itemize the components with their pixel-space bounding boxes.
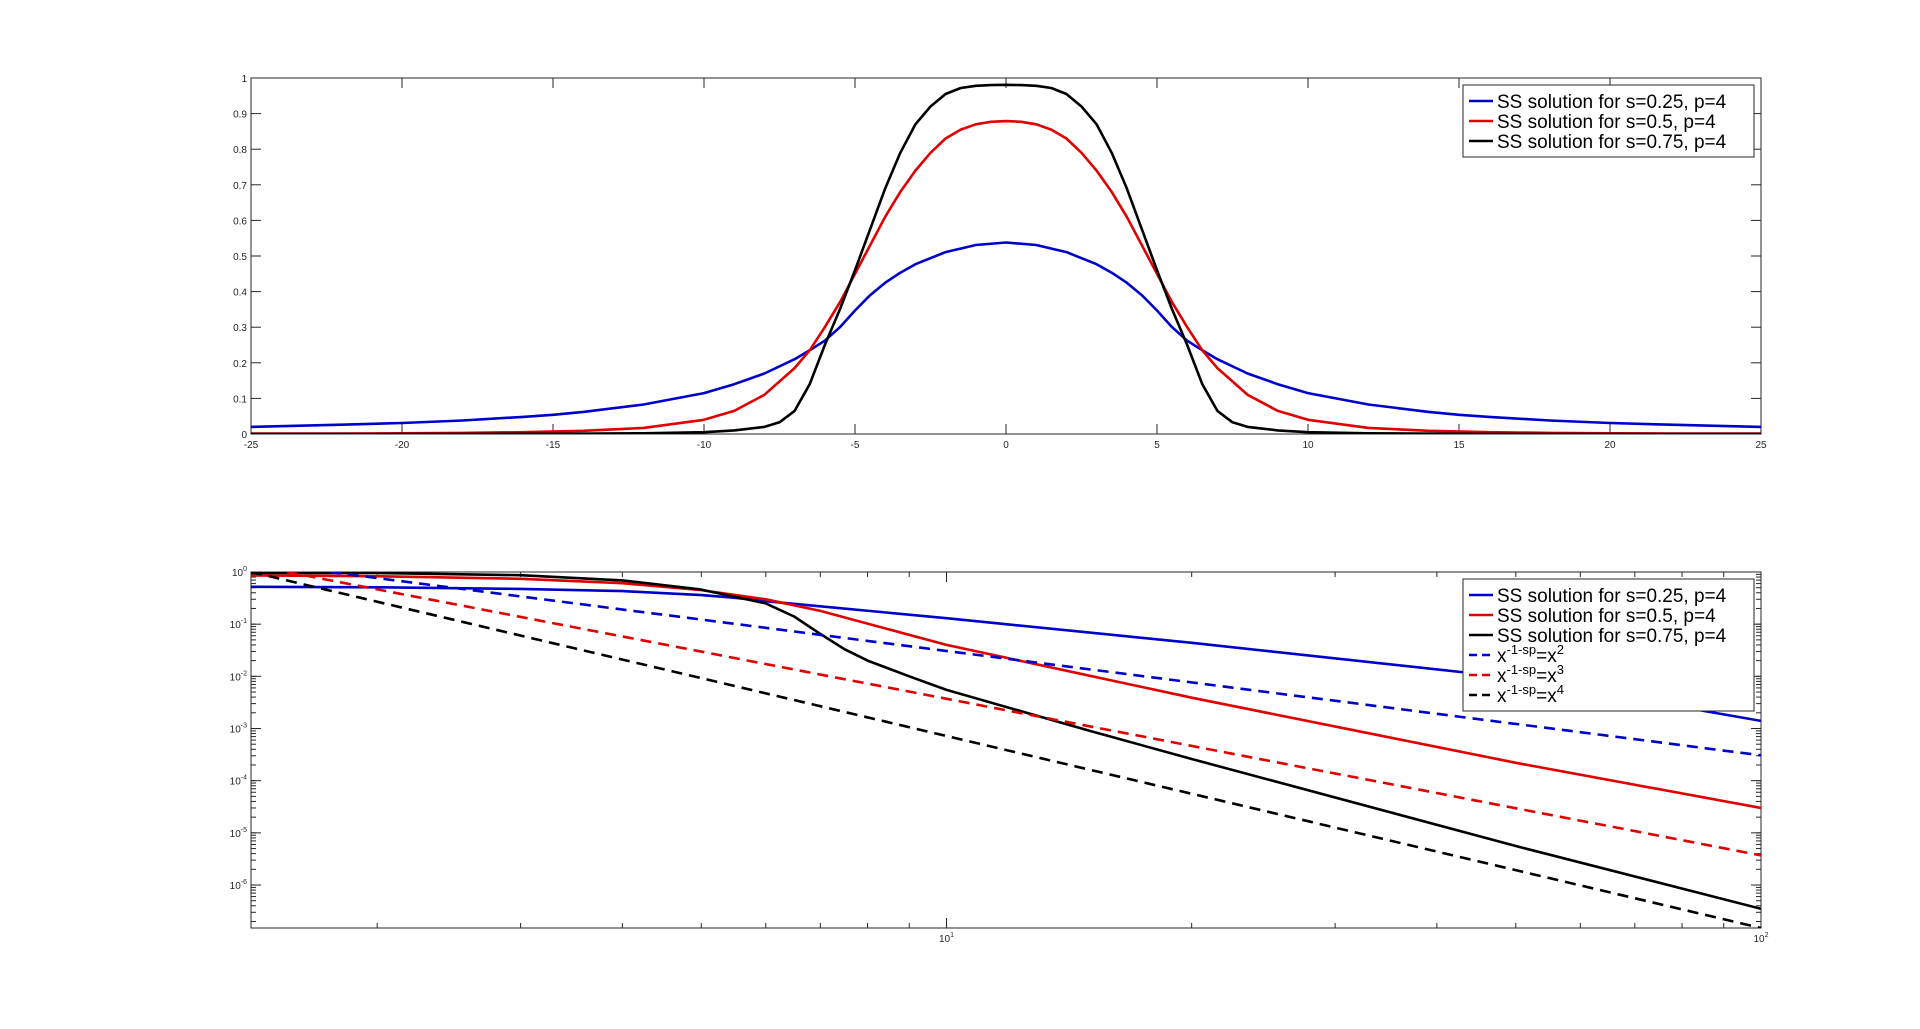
x-tick-label: 0 (1003, 440, 1009, 451)
y-tick-label: 1 (241, 74, 247, 85)
y-tick-label: 10-4 (230, 775, 247, 788)
y-tick-label: 0.8 (233, 145, 247, 156)
legend-label-exp: -1-sp (1507, 662, 1537, 677)
series-line-2 (251, 574, 1761, 810)
x-tick-label: 20 (1604, 440, 1616, 451)
legend-label-base: x (1497, 686, 1507, 707)
legend-label: SS solution for s=0.25, p=4 (1497, 92, 1727, 113)
legend-label-tail-exp: 3 (1557, 662, 1564, 677)
y-tick-label: 10-5 (230, 827, 247, 840)
series-line-1 (251, 241, 1761, 429)
y-tick-label-base: 10 (230, 725, 242, 736)
plot-area-clip (251, 83, 1761, 434)
bottom-plot-frame (250, 571, 1762, 929)
y-tick-label-base: 10 (230, 672, 242, 683)
series-line-6 (251, 572, 1761, 928)
bottom-legend: SS solution for s=0.25, p=4SS solution f… (1462, 578, 1755, 712)
legend-label: SS solution for s=0.75, p=4 (1497, 132, 1727, 153)
plot-area-clip (251, 572, 1761, 928)
x-tick-label: 101 (939, 932, 954, 945)
x-tick-label-exp: 1 (950, 932, 954, 939)
y-tick-label-base: 10 (232, 568, 244, 579)
y-tick-label-exp: -1 (241, 618, 247, 625)
x-tick-label-base: 10 (939, 934, 951, 945)
y-tick-label-exp: -5 (241, 827, 247, 834)
legend-box (1462, 578, 1755, 712)
legend-label-tail: =x (1536, 686, 1557, 707)
y-tick-label-base: 10 (230, 777, 242, 788)
x-tick-label-exp: 2 (1765, 932, 1769, 939)
top-axis-ticks: -25 -20 -15 -10 -5 0 5 10 15 20 25 0 0.1 0.2 0.3 0.4 0.5… (233, 74, 1767, 451)
x-tick-label: -20 (395, 440, 410, 451)
y-tick-label: 100 (232, 566, 247, 579)
legend-label-tail: =x (1536, 666, 1557, 687)
y-tick-label: 10-6 (230, 879, 247, 892)
y-tick-label: 0.4 (233, 288, 247, 299)
legend-label: x-1-sp=x2 (1497, 642, 1564, 667)
legend-label-tail: =x (1536, 646, 1557, 667)
x-tick-label: -5 (851, 440, 860, 451)
bottom-series-lines (251, 572, 1761, 928)
legend-label: SS solution for s=0.5, p=4 (1497, 606, 1716, 627)
legend-label: x-1-sp=x3 (1497, 662, 1564, 687)
x-tick-label: 10 (1302, 440, 1314, 451)
y-tick-label-exp: -6 (241, 879, 247, 886)
legend-label-tail-exp: 4 (1557, 682, 1564, 697)
y-tick-label-base: 10 (230, 881, 242, 892)
x-tick-label: 25 (1755, 440, 1767, 451)
y-tick-label: 0.1 (233, 394, 247, 405)
legend-label: x-1-sp=x4 (1497, 682, 1564, 707)
series-line-3 (251, 572, 1761, 911)
y-tick-label-exp: -3 (241, 723, 247, 730)
x-tick-label: -25 (244, 440, 259, 451)
y-tick-label: 10-1 (230, 618, 247, 631)
top-series-lines (251, 83, 1761, 434)
y-tick-label-base: 10 (230, 829, 242, 840)
y-tick-label: 10-3 (230, 723, 247, 736)
legend-box (1462, 84, 1755, 158)
y-tick-label-exp: -4 (241, 775, 247, 782)
y-tick-label: 0.7 (233, 181, 247, 192)
legend-label: SS solution for s=0.5, p=4 (1497, 112, 1716, 133)
y-tick-label: 0.9 (233, 110, 247, 121)
top-legend: SS solution for s=0.25, p=4SS solution f… (1462, 84, 1755, 158)
y-tick-label-exp: 0 (243, 566, 247, 573)
x-tick-label: 15 (1453, 440, 1465, 451)
top-linear-chart: -25 -20 -15 -10 -5 0 5 10 15 20 25 0 0.1 0.2 0.3 0.4 0.5… (233, 74, 1767, 451)
series-line-3 (251, 83, 1761, 434)
x-tick-label: 102 (1753, 932, 1768, 945)
y-tick-label: 0.2 (233, 359, 247, 370)
series-line-2 (251, 119, 1761, 434)
x-tick-label-base: 10 (1753, 934, 1765, 945)
legend-label: SS solution for s=0.25, p=4 (1497, 586, 1727, 607)
y-tick-label: 0.5 (233, 252, 247, 263)
y-tick-label-exp: -2 (241, 670, 247, 677)
y-tick-label: 0.3 (233, 323, 247, 334)
y-tick-label: 0 (241, 430, 247, 441)
x-tick-label: -10 (697, 440, 712, 451)
series-line-4 (329, 572, 1761, 757)
legend-label-base: x (1497, 646, 1507, 667)
legend-label-exp: -1-sp (1507, 642, 1537, 657)
y-tick-label: 10-2 (230, 670, 247, 683)
legend-label: SS solution for s=0.75, p=4 (1497, 626, 1727, 647)
legend-label-base: x (1497, 666, 1507, 687)
series-line-5 (286, 572, 1761, 857)
y-tick-label: 0.6 (233, 216, 247, 227)
legend-label-exp: -1-sp (1507, 682, 1537, 697)
legend-label-tail-exp: 2 (1557, 642, 1564, 657)
x-tick-label: -15 (546, 440, 561, 451)
x-tick-label: 5 (1154, 440, 1160, 451)
y-tick-label-base: 10 (230, 620, 242, 631)
